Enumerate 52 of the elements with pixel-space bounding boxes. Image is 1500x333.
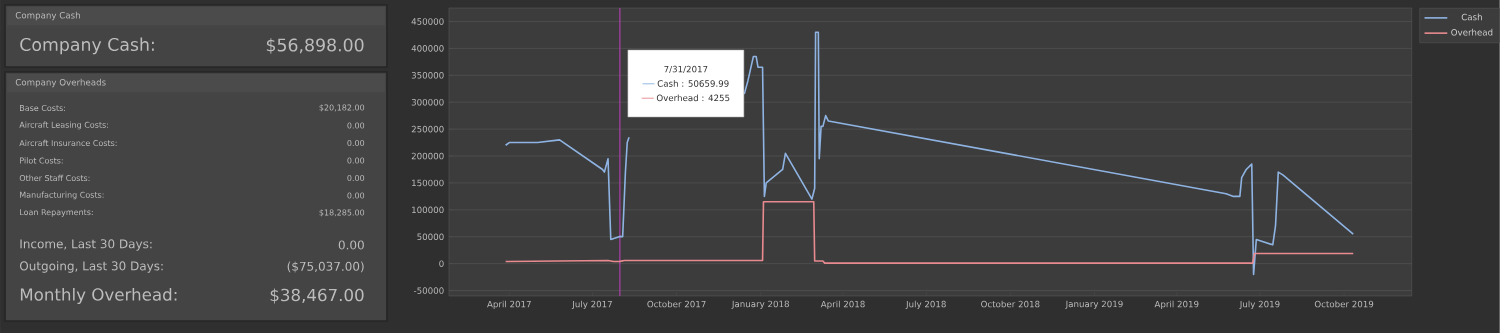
legend-label: Overhead (1451, 28, 1493, 36)
text: Pilot Costs: (20, 157, 63, 164)
text: 0.00 (338, 240, 364, 250)
x-tick-label: April 2019 (1154, 300, 1199, 310)
x-tick-label: October 2017 (647, 300, 706, 308)
annotation: 7/31/2017 (664, 65, 708, 74)
annotation: Overhead : 4255 (656, 94, 730, 102)
text: Aircraft Leasing Costs: (19, 121, 108, 130)
x-tick-label: October 2019 (1314, 300, 1374, 308)
text: Company Cash (15, 11, 80, 21)
y-tick-label: 450000 (411, 18, 444, 25)
y-tick-label: 300000 (411, 98, 444, 106)
text: 0.00 (347, 122, 365, 129)
text: 0.00 (347, 157, 365, 164)
text: 0.00 (347, 139, 365, 147)
text: Company Cash: (20, 37, 154, 55)
y-tick-label: 50000 (417, 233, 444, 241)
y-tick-label: 200000 (411, 152, 444, 160)
text: $20,182.00 (319, 104, 365, 112)
text: Company Overheads (15, 78, 106, 88)
text: ($75,037.00) (287, 261, 364, 273)
text: 0.00 (347, 174, 365, 182)
x-tick-label: July 2018 (905, 300, 946, 310)
y-tick-label: 350000 (411, 72, 444, 79)
text: Other Staff Costs: (19, 174, 90, 182)
y-tick-label: 100000 (412, 206, 444, 214)
text: Base Costs: (20, 104, 65, 112)
x-tick-label: July 2017 (571, 300, 612, 310)
y-tick-label: 250000 (411, 125, 444, 133)
y-tick-label: 400000 (411, 45, 444, 52)
text: Manufacturing Costs: (20, 191, 104, 200)
text: Loan Repayments: (20, 209, 93, 217)
text: Income, Last 30 Days: (20, 239, 152, 251)
y-tick-label: 150000 (412, 179, 444, 187)
text: Aircraft Insurance Costs: (19, 139, 117, 147)
x-tick-label: April 2017 (487, 300, 531, 310)
y-tick-label: 0 (439, 260, 444, 267)
text: Outgoing, Last 30 Days: (19, 261, 163, 273)
legend-label: Cash (1461, 13, 1482, 21)
text: Monthly Overhead: (20, 287, 177, 305)
x-tick-label: July 2019 (1239, 300, 1280, 310)
x-tick-label: January 2019 (1065, 300, 1123, 309)
annotation: Cash : 50659.99 (657, 80, 729, 87)
y-tick-label: -50000 (413, 287, 444, 294)
text: $56,898.00 (266, 38, 364, 54)
x-tick-label: April 2018 (820, 300, 865, 310)
x-tick-label: January 2018 (731, 300, 789, 309)
line-series (504, 200, 1355, 264)
text: $38,467.00 (270, 288, 364, 304)
text: 0.00 (347, 192, 365, 199)
text: $18,285.00 (319, 209, 365, 217)
x-tick-label: October 2018 (981, 300, 1040, 308)
